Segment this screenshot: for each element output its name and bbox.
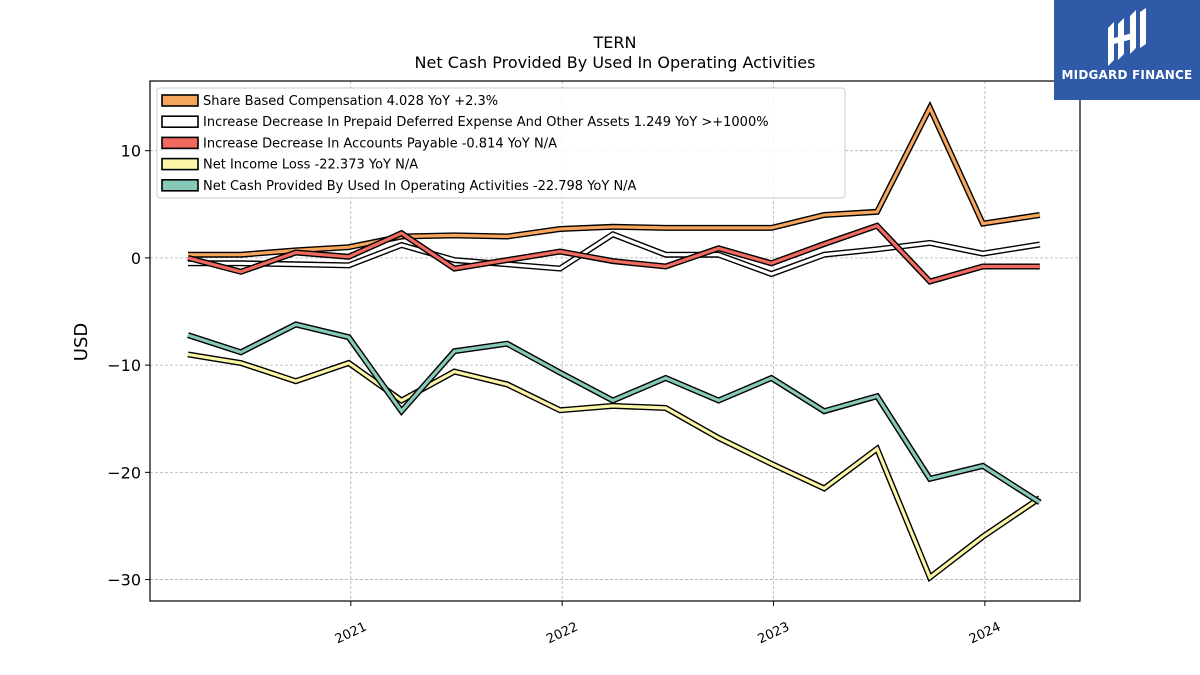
legend-label: Increase Decrease In Accounts Payable -0… (203, 136, 557, 151)
legend-label: Net Income Loss -22.373 YoY N/A (203, 158, 418, 173)
legend-swatch (161, 179, 199, 192)
chart-subtitle: Net Cash Provided By Used In Operating A… (415, 53, 816, 72)
x-tick-label: 2021 (333, 620, 369, 648)
legend-item: Net Cash Provided By Used In Operating A… (161, 179, 637, 194)
legend-label: Net Cash Provided By Used In Operating A… (203, 179, 637, 194)
series-outline (187, 351, 1042, 583)
x-tick-label: 2024 (967, 620, 1003, 648)
y-tick-label: 10 (121, 142, 141, 161)
series-path (187, 352, 1041, 580)
series-outline (187, 321, 1042, 505)
series-path (187, 223, 1040, 284)
y-tick-label: −30 (107, 571, 141, 590)
legend-item: Net Income Loss -22.373 YoY N/A (161, 157, 418, 173)
x-tick-label: 2022 (544, 620, 580, 648)
series-path (187, 322, 1041, 504)
series-lines (187, 100, 1042, 583)
series-line-0 (188, 100, 1041, 258)
y-tick-label: −20 (107, 463, 141, 482)
legend-swatch (161, 94, 199, 107)
midgard-logo-icon (1108, 8, 1146, 66)
legend-item: Share Based Compensation 4.028 YoY +2.3% (161, 94, 498, 109)
brand-logo: MIDGARD FINANCE (1054, 0, 1200, 100)
plot-frame (149, 80, 1081, 602)
y-tick-label: 0 (131, 249, 141, 268)
series-line-3 (187, 351, 1042, 583)
legend-item: Increase Decrease In Accounts Payable -0… (161, 136, 557, 151)
series-line-4 (187, 321, 1042, 505)
legend-swatch (161, 157, 199, 171)
chart-title: TERN (593, 33, 637, 52)
legend-swatch (161, 115, 199, 128)
x-tick-label: 2023 (756, 620, 792, 648)
series-line-2 (187, 222, 1040, 285)
legend-label: Increase Decrease In Prepaid Deferred Ex… (203, 115, 769, 130)
series-path (188, 104, 1041, 257)
legend-item: Increase Decrease In Prepaid Deferred Ex… (161, 115, 769, 130)
axes: 10 0 −10 −20 −30 2021 2022 2023 2024 (107, 142, 1003, 648)
y-tick-label: −10 (107, 356, 141, 375)
legend-label: Share Based Compensation 4.028 YoY +2.3% (203, 94, 498, 109)
legend-swatch (161, 136, 199, 150)
legend: Share Based Compensation 4.028 YoY +2.3%… (156, 87, 846, 199)
legend-box (156, 87, 846, 199)
brand-name: MIDGARD FINANCE (1061, 68, 1193, 82)
y-axis-label: USD (71, 323, 92, 361)
